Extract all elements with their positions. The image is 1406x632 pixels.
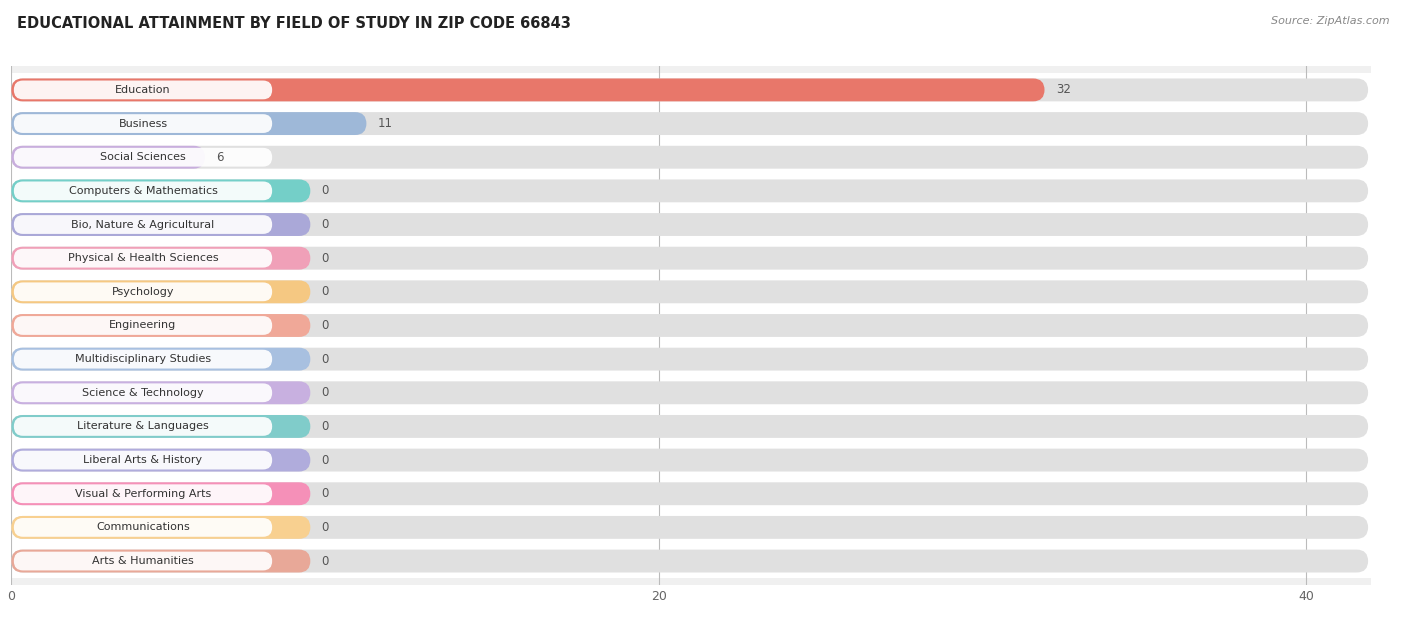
FancyBboxPatch shape (11, 308, 1371, 343)
Text: Liberal Arts & History: Liberal Arts & History (83, 455, 202, 465)
Text: 0: 0 (322, 420, 329, 433)
FancyBboxPatch shape (14, 181, 273, 200)
Text: 0: 0 (322, 285, 329, 298)
FancyBboxPatch shape (11, 140, 1371, 174)
FancyBboxPatch shape (11, 381, 311, 404)
FancyBboxPatch shape (11, 449, 311, 471)
Text: Arts & Humanities: Arts & Humanities (93, 556, 194, 566)
Text: 0: 0 (322, 454, 329, 466)
FancyBboxPatch shape (11, 482, 1368, 505)
Text: Science & Technology: Science & Technology (82, 388, 204, 398)
FancyBboxPatch shape (11, 281, 1368, 303)
FancyBboxPatch shape (11, 415, 311, 438)
FancyBboxPatch shape (14, 316, 273, 335)
FancyBboxPatch shape (14, 552, 273, 571)
FancyBboxPatch shape (11, 241, 1371, 275)
FancyBboxPatch shape (11, 544, 1371, 578)
Text: Source: ZipAtlas.com: Source: ZipAtlas.com (1271, 16, 1389, 26)
Text: 0: 0 (322, 353, 329, 366)
FancyBboxPatch shape (11, 179, 1368, 202)
Text: 0: 0 (322, 218, 329, 231)
FancyBboxPatch shape (11, 213, 1368, 236)
Text: Education: Education (115, 85, 170, 95)
Text: Communications: Communications (96, 523, 190, 532)
FancyBboxPatch shape (14, 349, 273, 368)
Text: 0: 0 (322, 319, 329, 332)
FancyBboxPatch shape (11, 112, 1368, 135)
FancyBboxPatch shape (11, 174, 1371, 208)
FancyBboxPatch shape (11, 78, 1368, 101)
FancyBboxPatch shape (11, 348, 311, 370)
FancyBboxPatch shape (11, 516, 1368, 539)
FancyBboxPatch shape (11, 281, 311, 303)
Text: 0: 0 (322, 487, 329, 501)
FancyBboxPatch shape (14, 451, 273, 470)
FancyBboxPatch shape (14, 249, 273, 267)
FancyBboxPatch shape (14, 114, 273, 133)
FancyBboxPatch shape (11, 107, 1371, 140)
FancyBboxPatch shape (11, 415, 1368, 438)
FancyBboxPatch shape (11, 449, 1368, 471)
Text: Business: Business (118, 119, 167, 128)
FancyBboxPatch shape (11, 314, 311, 337)
Text: 11: 11 (378, 117, 392, 130)
FancyBboxPatch shape (11, 343, 1371, 376)
Text: Bio, Nature & Agricultural: Bio, Nature & Agricultural (72, 219, 215, 229)
Text: EDUCATIONAL ATTAINMENT BY FIELD OF STUDY IN ZIP CODE 66843: EDUCATIONAL ATTAINMENT BY FIELD OF STUDY… (17, 16, 571, 31)
FancyBboxPatch shape (11, 348, 1368, 370)
FancyBboxPatch shape (11, 376, 1371, 410)
Text: Computers & Mathematics: Computers & Mathematics (69, 186, 218, 196)
FancyBboxPatch shape (11, 314, 1368, 337)
Text: 32: 32 (1056, 83, 1071, 97)
FancyBboxPatch shape (14, 148, 273, 167)
Text: 0: 0 (322, 185, 329, 197)
Text: 6: 6 (217, 150, 224, 164)
FancyBboxPatch shape (11, 208, 1371, 241)
FancyBboxPatch shape (11, 179, 311, 202)
Text: 0: 0 (322, 554, 329, 568)
FancyBboxPatch shape (11, 482, 311, 505)
FancyBboxPatch shape (11, 213, 311, 236)
Text: Visual & Performing Arts: Visual & Performing Arts (75, 489, 211, 499)
FancyBboxPatch shape (11, 381, 1368, 404)
FancyBboxPatch shape (14, 484, 273, 503)
FancyBboxPatch shape (14, 417, 273, 436)
FancyBboxPatch shape (11, 550, 311, 573)
Text: Literature & Languages: Literature & Languages (77, 422, 209, 432)
FancyBboxPatch shape (11, 78, 1045, 101)
Text: 0: 0 (322, 386, 329, 399)
FancyBboxPatch shape (11, 477, 1371, 511)
Text: 0: 0 (322, 252, 329, 265)
Text: 0: 0 (322, 521, 329, 534)
FancyBboxPatch shape (14, 283, 273, 301)
FancyBboxPatch shape (14, 518, 273, 537)
Text: Engineering: Engineering (110, 320, 177, 331)
FancyBboxPatch shape (14, 215, 273, 234)
FancyBboxPatch shape (11, 146, 205, 169)
FancyBboxPatch shape (11, 410, 1371, 443)
FancyBboxPatch shape (11, 246, 1368, 270)
FancyBboxPatch shape (11, 511, 1371, 544)
Text: Psychology: Psychology (111, 287, 174, 297)
FancyBboxPatch shape (14, 80, 273, 99)
Text: Physical & Health Sciences: Physical & Health Sciences (67, 253, 218, 263)
Text: Social Sciences: Social Sciences (100, 152, 186, 162)
FancyBboxPatch shape (11, 73, 1371, 107)
FancyBboxPatch shape (11, 516, 311, 539)
FancyBboxPatch shape (14, 384, 273, 402)
Text: Multidisciplinary Studies: Multidisciplinary Studies (75, 354, 211, 364)
FancyBboxPatch shape (11, 146, 1368, 169)
FancyBboxPatch shape (11, 275, 1371, 308)
FancyBboxPatch shape (11, 112, 367, 135)
FancyBboxPatch shape (11, 550, 1368, 573)
FancyBboxPatch shape (11, 443, 1371, 477)
FancyBboxPatch shape (11, 246, 311, 270)
